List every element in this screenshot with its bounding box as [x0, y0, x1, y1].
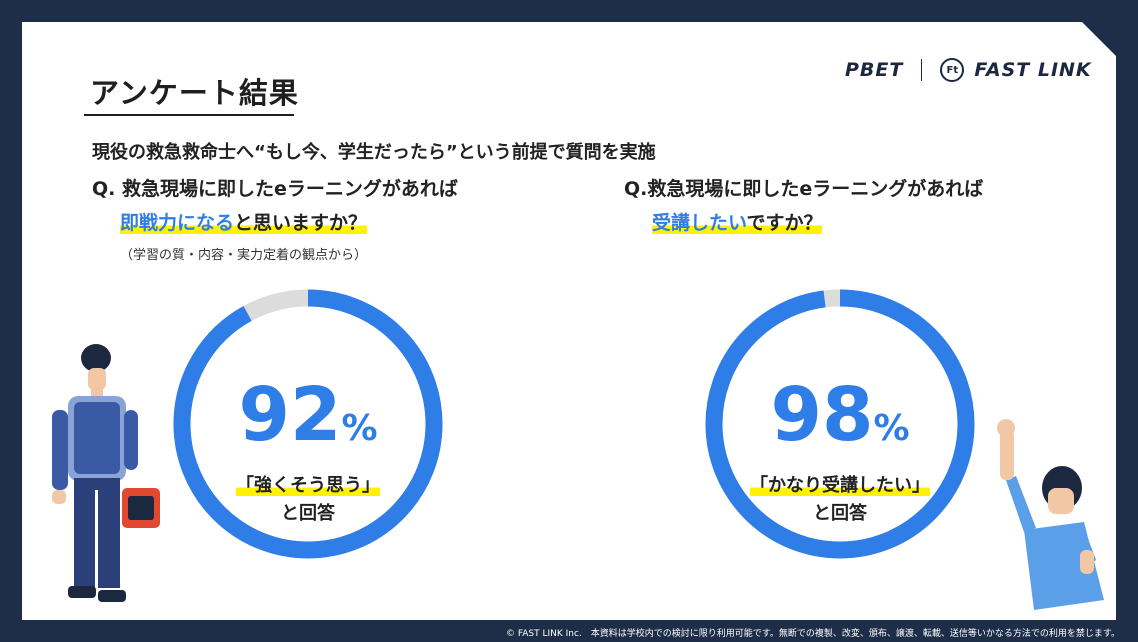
survey-subtitle: 現役の救急救命士へ“もし今、学生だったら”という前提で質問を実施 — [92, 142, 656, 163]
percent-1: 92% — [208, 378, 408, 452]
donut-chart-2 — [705, 289, 975, 559]
percent-1-sign: % — [341, 408, 378, 449]
answer-2-line2: と回答 — [813, 503, 867, 524]
paramedic-illustration — [52, 344, 160, 602]
answer-2-line1: 「かなり受講したい」 — [750, 475, 930, 496]
question-2-highlight-wrap: 受講したいですか？ — [652, 212, 823, 234]
question-2-line1: Q.救急現場に即したeラーニングがあれば — [624, 178, 984, 200]
answer-2: 「かなり受講したい」 と回答 — [730, 472, 950, 528]
brand-pbet: PBET — [845, 59, 904, 81]
question-1-line1: Q. 救急現場に即したeラーニングがあれば — [92, 178, 458, 200]
student-illustration — [997, 419, 1104, 610]
fast-link-logo-icon: Ft — [940, 58, 965, 82]
question-1: Q. 救急現場に即したeラーニングがあれば 即戦力になると思いますか？ — [92, 172, 458, 240]
brand-fast-link: FAST LINK — [974, 59, 1092, 81]
donut-chart-1 — [173, 289, 443, 559]
question-1-highlight: 即戦力になる — [120, 212, 235, 234]
page-title: アンケート結果 — [90, 76, 299, 110]
percent-2: 98% — [740, 378, 940, 452]
percent-2-sign: % — [873, 408, 910, 449]
question-1-line2: と思いますか？ — [234, 212, 368, 234]
donut-1-value-slice — [173, 289, 443, 559]
corner-fold — [1082, 22, 1116, 56]
answer-1-line1: 「強くそう思う」 — [236, 475, 380, 496]
slide-card: アンケート結果 PBET Ft FAST LINK 現役の救急救命士へ“もし今、… — [22, 22, 1116, 620]
brand-logo: PBET Ft FAST LINK — [845, 58, 1092, 82]
question-2-highlight: 受講したい — [652, 212, 747, 234]
brand-divider — [921, 59, 923, 81]
answer-1-line2: と回答 — [281, 503, 335, 524]
donut-2-value-slice — [705, 289, 975, 559]
question-2-line2: ですか？ — [746, 212, 823, 234]
question-1-highlight-wrap: 即戦力になると思いますか？ — [120, 212, 368, 234]
percent-2-value: 98 — [770, 372, 874, 458]
copyright-footer: © FAST LINK Inc. 本資料は学校内での検討に限り利用可能です。無断… — [506, 629, 1120, 639]
answer-1: 「強くそう思う」 と回答 — [198, 472, 418, 528]
question-2: Q.救急現場に即したeラーニングがあれば 受講したいですか？ — [624, 172, 983, 240]
question-1-note: （学習の質・内容・実力定着の観点から） — [120, 248, 368, 263]
title-underline — [84, 114, 294, 116]
percent-1-value: 92 — [238, 372, 342, 458]
